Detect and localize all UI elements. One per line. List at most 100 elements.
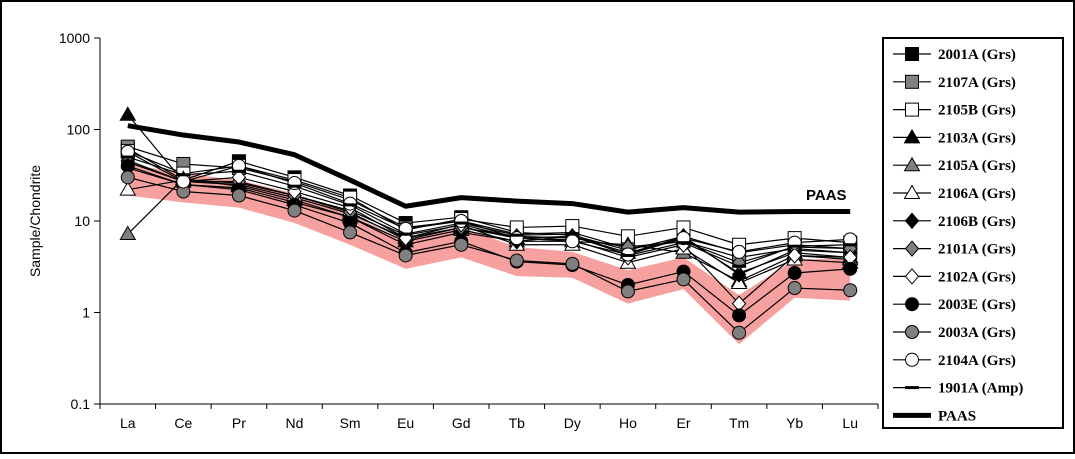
legend-label: 2003E (Grs) [938,297,1016,313]
x-tick-label: Tb [509,415,526,431]
data-point-2003e-grs [787,266,802,281]
legend-marker [905,325,919,339]
y-tick-label: 1 [82,305,90,321]
data-point-2003a-grs [620,284,635,299]
x-tick-label: Lu [842,415,858,431]
legend-marker [905,297,919,312]
series-line-2101a-grs [127,159,851,264]
legend-label: 2103A (Grs) [938,130,1016,146]
series-line-2106b-grs [127,167,851,276]
data-point-2003a-grs [343,225,358,240]
legend-box [882,37,1064,429]
legend-marker [903,156,921,172]
series-layer [119,106,859,340]
legend-label: 2104A (Grs) [938,353,1016,369]
legend-item-2003a-grs: 2003A (Grs) [893,325,1016,341]
legend-label: 2106A (Grs) [938,186,1016,202]
y-tick-label: 1000 [59,30,90,46]
series-line-2106a-grs [127,179,851,284]
series-line-paas [127,123,851,215]
x-tick-label: Nd [286,415,304,431]
legend-marker [903,128,921,144]
x-tick-label: La [120,415,136,431]
data-point-2003a-grs [565,256,580,271]
y-axis-title: Sample/Chondrite [27,165,43,277]
data-point-2003e-grs [843,261,858,276]
legend-item-2003e-grs: 2003E (Grs) [893,297,1016,313]
legend-label: 2107A (Grs) [938,75,1016,91]
data-point-2104a-grs [454,214,469,228]
data-point-2003a-grs [509,253,524,268]
legend: 2001A (Grs) 2107A (Grs) 2105B (Grs) 2103A (… [882,37,1064,429]
data-point-2003a-grs [676,272,691,287]
x-tick-label: Tm [729,415,749,431]
data-point-2106a-grs [119,181,137,196]
series-1901a-amp [120,155,858,268]
data-point-2003a-grs [398,248,413,263]
y-tick-label: 10 [74,213,90,229]
legend-item-2105b-grs: 2105B (Grs) [893,102,1016,119]
legend-item-2104a-grs: 2104A (Grs) [893,352,1016,369]
series-paas [127,123,851,215]
x-tick-label: Yb [786,415,803,431]
x-tick-label: Dy [564,415,581,431]
data-point-2103a-grs [119,106,137,121]
data-point-2003e-grs [732,308,747,323]
data-point-2003a-grs [843,283,858,298]
legend-item-2107a-grs: 2107A (Grs) [893,74,1016,91]
x-tick-label: Sm [340,415,361,431]
legend-item-2001a-grs: 2001A (Grs) [893,47,1016,63]
legend-item-1901a-amp: 1901A (Amp) [893,381,1023,397]
data-point-2105a-grs [119,225,137,241]
legend-item-paas: PAAS [893,408,976,424]
paas-annotation: PAAS [806,187,847,204]
data-point-2106b-grs [731,266,747,283]
legend-label: 2105B (Grs) [938,103,1016,119]
legend-item-2105a-grs: 2105A (Grs) [893,156,1016,174]
y-tick-label: 0.1 [71,396,91,412]
legend-marker [904,212,920,230]
legend-label: 2102A (Grs) [938,269,1016,285]
legend-item-2106a-grs: 2106A (Grs) [893,184,1016,202]
series-line-2003e-grs [127,165,851,316]
legend-item-2102a-grs: 2102A (Grs) [893,268,1016,285]
series-line-2003a-grs [127,176,851,334]
series-line-1901a-amp [127,156,851,267]
legend-item-2101a-grs: 2101A (Grs) [893,240,1016,258]
x-tick-label: Er [677,415,691,431]
data-point-2003a-grs [787,281,802,296]
x-tick-label: Ce [174,415,192,431]
legend-item-2103a-grs: 2103A (Grs) [893,128,1016,146]
data-point-2003a-grs [120,170,135,185]
y-tick-label: 100 [67,122,91,138]
legend-label: 2101A (Grs) [938,242,1016,258]
legend-label: 2106B (Grs) [938,214,1016,230]
x-tick-label: Ho [619,415,637,431]
x-tick-label: Gd [452,415,471,431]
axis-layer: 0.1 1 10 100 1000 La Ce Pr Nd Sm Eu Gd Tb Dy Ho Er Tm Yb L… [59,30,879,431]
legend-marker [905,352,919,367]
legend-marker [904,240,920,257]
series-line-2107a-grs [127,146,851,259]
data-point-2104a-grs [176,174,191,189]
legend-marker [904,268,920,285]
data-point-2003a-grs [732,325,747,340]
data-point-2102a-grs [787,247,802,264]
series-2003a-grs [120,170,858,340]
data-point-2104a-grs [732,244,747,259]
legend-marker [905,74,919,89]
legend-label: 2001A (Grs) [938,47,1016,63]
legend-label: 2003A (Grs) [938,325,1016,341]
legend-item-2106b-grs: 2106B (Grs) [893,212,1016,230]
data-point-2003a-grs [454,237,469,252]
legend-label: 2105A (Grs) [938,158,1016,174]
data-point-2003a-grs [231,188,246,203]
legend-marker [903,184,921,199]
series-line-2103a-grs [127,114,851,274]
legend-label: PAAS [938,408,976,424]
legend-marker [905,47,919,61]
data-point-2003a-grs [287,203,302,218]
legend-marker [905,102,919,117]
